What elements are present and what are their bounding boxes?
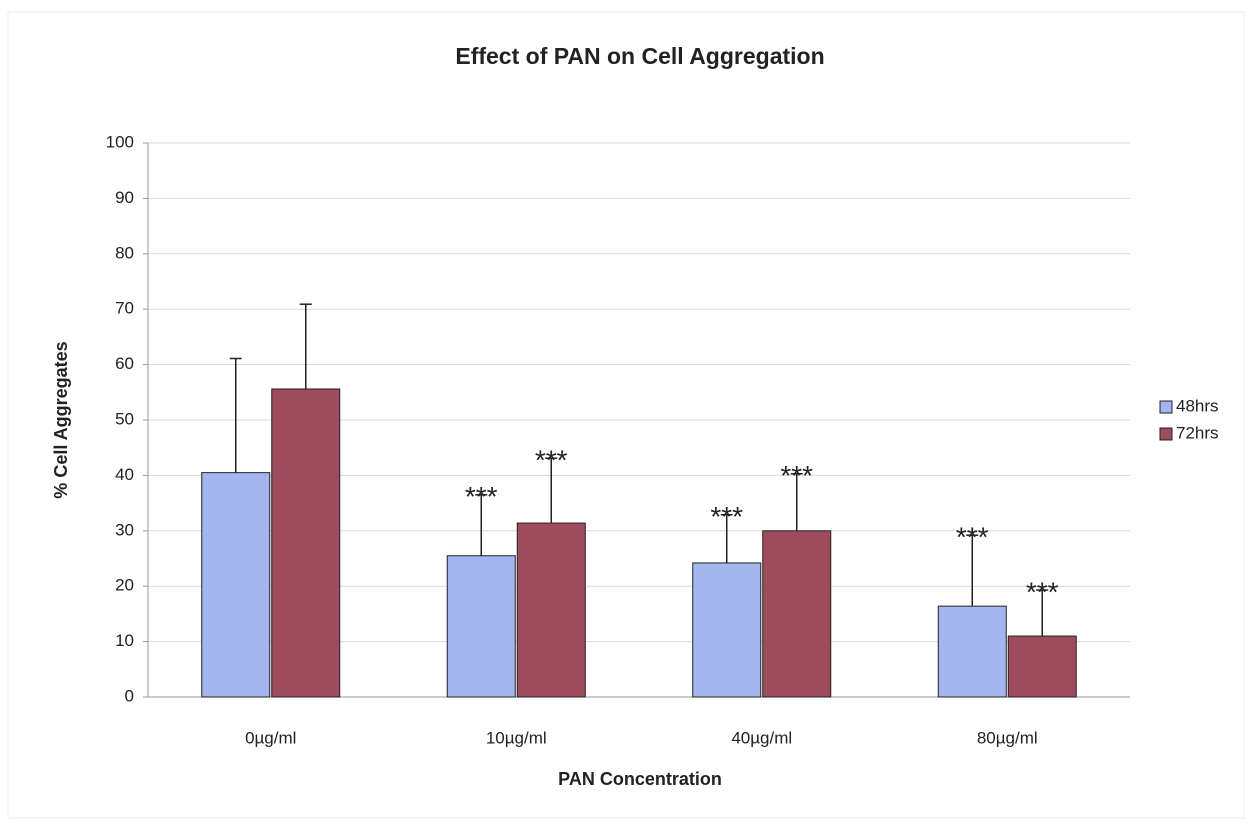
x-tick-label: 80µg/ml [977, 728, 1038, 747]
y-tick-label: 80 [115, 243, 134, 262]
chart-title: Effect of PAN on Cell Aggregation [455, 43, 824, 69]
y-tick-label: 40 [115, 465, 134, 484]
bar [692, 562, 762, 698]
bar [516, 522, 586, 698]
bar [1007, 635, 1077, 698]
y-axis-title: % Cell Aggregates [51, 341, 71, 498]
bar [271, 388, 341, 698]
x-tick-label: 10µg/ml [486, 728, 547, 747]
y-tick-label: 60 [115, 354, 134, 373]
y-tick-label: 20 [115, 576, 134, 595]
legend-swatch [1159, 427, 1173, 441]
bar [937, 605, 1007, 698]
significance-label: *** [465, 481, 498, 512]
significance-label: *** [780, 460, 813, 491]
significance-label: *** [535, 445, 568, 476]
bar [446, 555, 516, 698]
x-tick-label: 0µg/ml [245, 728, 296, 747]
bar [762, 530, 832, 698]
legend-label: 72hrs [1176, 423, 1219, 442]
y-tick-label: 90 [115, 188, 134, 207]
y-tick-label: 30 [115, 520, 134, 539]
significance-label: *** [710, 501, 743, 532]
x-axis-title: PAN Concentration [558, 769, 722, 789]
y-tick-label: 50 [115, 409, 134, 428]
significance-label: *** [956, 522, 989, 553]
bar [201, 472, 271, 698]
legend-swatch [1159, 400, 1173, 414]
x-tick-label: 40µg/ml [731, 728, 792, 747]
y-tick-label: 0 [125, 686, 134, 705]
y-tick-label: 10 [115, 631, 134, 650]
chart-border [7, 11, 1245, 819]
y-tick-label: 70 [115, 299, 134, 318]
significance-label: *** [1026, 576, 1059, 607]
legend-label: 48hrs [1176, 396, 1219, 415]
y-tick-label: 100 [106, 132, 134, 151]
